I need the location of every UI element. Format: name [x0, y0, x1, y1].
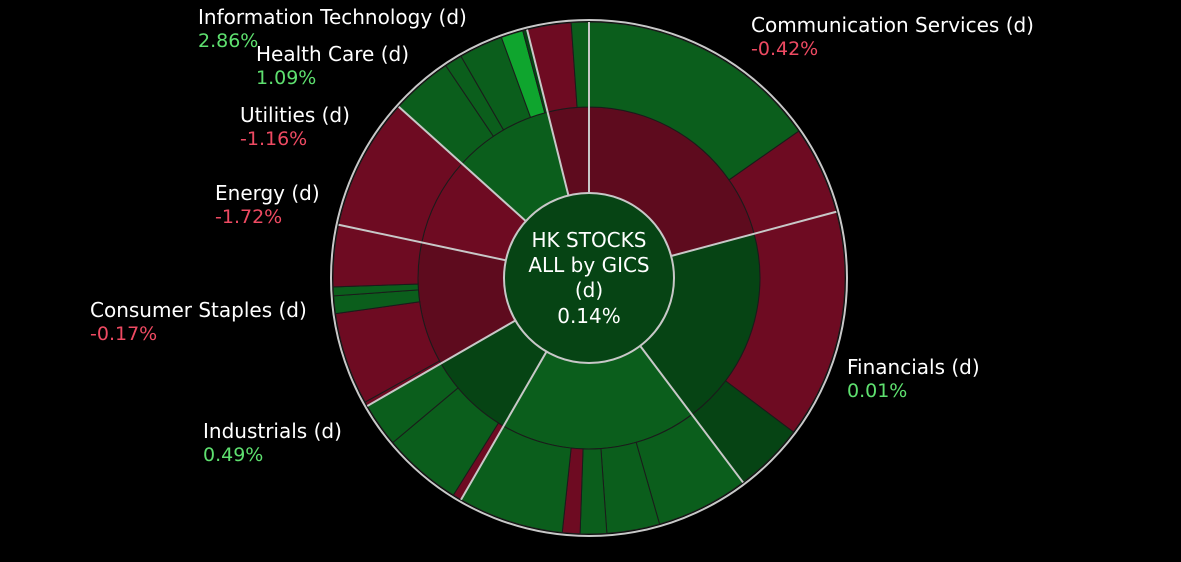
sector-name: Health Care (d) [256, 42, 409, 66]
sector-change: -1.72% [215, 206, 283, 228]
sector-change: 2.86% [198, 30, 259, 52]
sector-name: Industrials (d) [203, 419, 342, 443]
separator-information-technology [526, 29, 570, 196]
center-title-line: ALL by GICS [528, 253, 649, 277]
sector-name: Energy (d) [215, 181, 320, 205]
separator-health-care [398, 105, 527, 222]
sector-change: 0.01% [847, 380, 908, 402]
label-health-care[interactable]: Health Care (d) 1.09% [256, 42, 409, 90]
outer-rim [330, 19, 848, 537]
sector-change: 0.49% [203, 444, 264, 466]
separator-industrials [639, 345, 744, 484]
separator-consumer-staples [460, 351, 548, 501]
separator-energy [366, 319, 516, 407]
sector-name: Information Technology (d) [198, 5, 467, 29]
sector-change: -1.16% [240, 128, 308, 150]
center-disc [503, 192, 675, 364]
label-energy[interactable]: Energy (d) -1.72% [215, 181, 320, 229]
sector-change: -0.17% [90, 323, 158, 345]
sector-name: Utilities (d) [240, 103, 350, 127]
center-title-line: HK STOCKS [532, 228, 647, 252]
sector-name: Consumer Staples (d) [90, 298, 307, 322]
sector-change: 1.09% [256, 67, 317, 89]
center-value: 0.14% [557, 304, 621, 328]
sector-name: Financials (d) [847, 355, 980, 379]
separator-financials [670, 210, 837, 257]
center-title-line: (d) [575, 278, 603, 302]
label-financials[interactable]: Financials (d) 0.01% [847, 355, 980, 403]
separator-utilities [338, 223, 507, 262]
label-industrials[interactable]: Industrials (d) 0.49% [203, 419, 342, 467]
label-information-technology[interactable]: Information Technology (d) 2.86% [198, 5, 467, 53]
label-consumer-staples[interactable]: Consumer Staples (d) -0.17% [90, 298, 307, 346]
sector-change: -0.42% [751, 38, 819, 60]
label-communication-services[interactable]: Communication Services (d) -0.42% [751, 13, 1034, 61]
sector-name: Communication Services (d) [751, 13, 1034, 37]
label-utilities[interactable]: Utilities (d) -1.16% [240, 103, 350, 151]
